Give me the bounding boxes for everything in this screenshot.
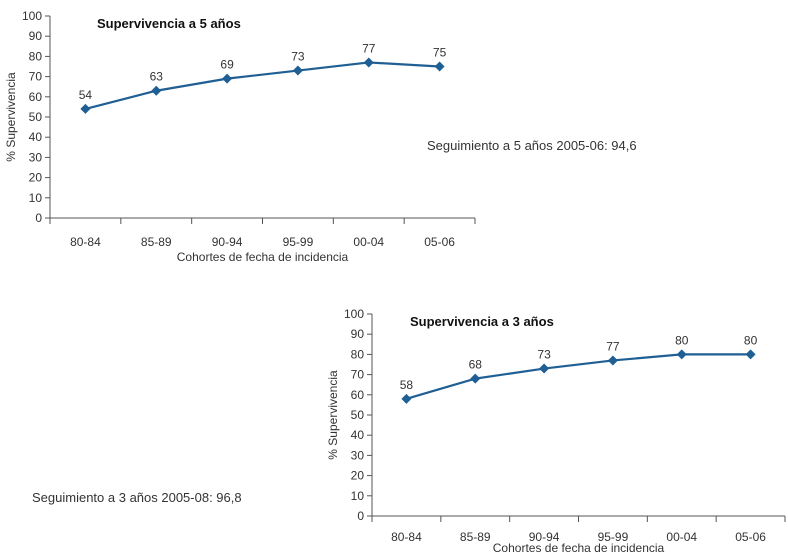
y-axis-title: % Supervivencia: [326, 370, 340, 460]
y-tick-label: 100: [22, 9, 42, 23]
x-axis-title: Cohortes de fecha de incidencia: [177, 250, 349, 264]
data-point-marker: [434, 61, 445, 72]
y-tick-label: 80: [29, 49, 43, 63]
followup-3y-note: Seguimiento a 3 años 2005-08: 96,8: [32, 490, 242, 505]
y-tick-label: 50: [29, 110, 43, 124]
y-tick-label: 70: [29, 70, 43, 84]
data-point-marker: [539, 363, 550, 374]
y-tick-label: 90: [29, 29, 43, 43]
followup-5y-note: Seguimiento a 5 años 2005-06: 94,6: [427, 138, 637, 153]
y-tick-label: 0: [35, 211, 42, 225]
data-label: 69: [220, 58, 234, 72]
data-point-marker: [745, 349, 756, 360]
data-point-marker: [151, 85, 162, 96]
data-point-marker: [401, 393, 412, 404]
y-tick-label: 80: [351, 347, 365, 361]
data-point-marker: [363, 57, 374, 68]
data-point-marker: [607, 355, 618, 366]
chart-title: Supervivencia a 5 años: [97, 16, 241, 31]
x-tick-label: 90-94: [212, 235, 243, 249]
x-tick-label: 90-94: [529, 530, 560, 544]
y-tick-label: 30: [351, 448, 365, 462]
x-tick-label: 80-84: [391, 530, 422, 544]
data-label: 77: [362, 41, 376, 55]
x-tick-label: 05-06: [424, 235, 455, 249]
y-tick-label: 0: [357, 509, 364, 523]
x-tick-label: 80-84: [70, 235, 101, 249]
x-axis-title: Cohortes de fecha de incidencia: [493, 541, 665, 555]
series-line: [406, 353, 751, 400]
data-label: 73: [537, 348, 551, 362]
y-tick-label: 50: [351, 408, 365, 422]
x-tick-label: 00-04: [666, 530, 697, 544]
data-label: 63: [150, 70, 164, 84]
chart-title: Supervivencia a 3 años: [410, 314, 554, 329]
y-tick-label: 70: [351, 368, 365, 382]
data-label: 54: [79, 88, 93, 102]
y-tick-label: 20: [29, 171, 43, 185]
data-label: 80: [675, 333, 689, 347]
x-tick-label: 95-99: [283, 235, 314, 249]
y-tick-label: 60: [351, 388, 365, 402]
y-tick-label: 90: [351, 327, 365, 341]
y-tick-label: 20: [351, 469, 365, 483]
y-tick-label: 30: [29, 150, 43, 164]
y-tick-label: 10: [351, 489, 365, 503]
y-tick-label: 10: [29, 191, 43, 205]
data-label: 77: [606, 339, 620, 353]
data-point-marker: [222, 73, 233, 84]
x-tick-label: 05-06: [735, 530, 766, 544]
x-tick-label: 85-89: [460, 530, 491, 544]
y-tick-label: 100: [344, 307, 364, 321]
x-tick-label: 85-89: [141, 235, 172, 249]
data-label: 75: [433, 46, 447, 60]
y-tick-label: 60: [29, 90, 43, 104]
data-label: 73: [291, 50, 305, 64]
data-point-marker: [292, 65, 303, 76]
data-label: 80: [744, 333, 758, 347]
y-axis-title: % Supervivencia: [4, 72, 18, 162]
x-tick-label: 95-99: [598, 530, 629, 544]
x-tick-label: 00-04: [353, 235, 384, 249]
data-point-marker: [676, 349, 687, 360]
y-tick-label: 40: [351, 428, 365, 442]
series-line: [85, 61, 440, 110]
data-point-marker: [80, 103, 91, 114]
data-label: 58: [400, 378, 414, 392]
data-label: 68: [469, 358, 483, 372]
data-point-marker: [470, 373, 481, 384]
y-tick-label: 40: [29, 130, 43, 144]
